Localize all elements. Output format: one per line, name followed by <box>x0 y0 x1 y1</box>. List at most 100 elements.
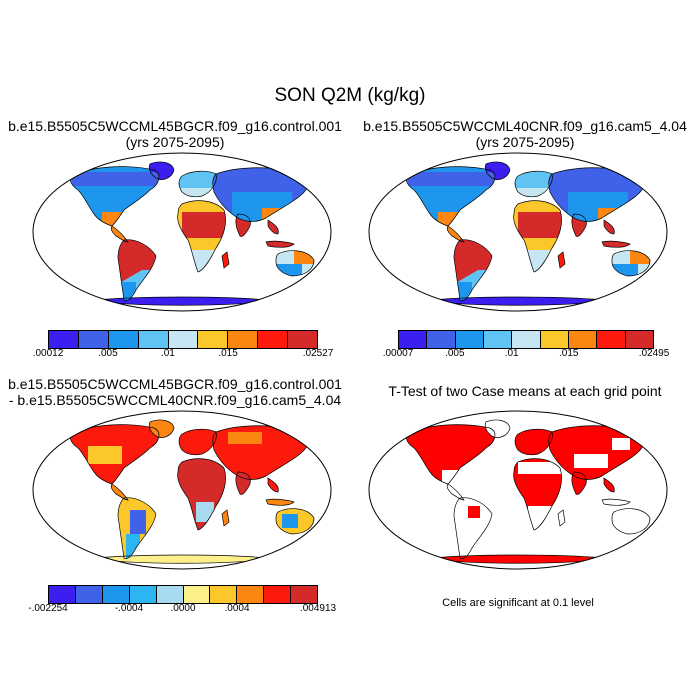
panel-ttest-title: T-Test of two Case means at each grid po… <box>388 383 662 399</box>
coastline-nz <box>655 527 663 541</box>
field-patch <box>612 438 630 450</box>
landmass-nz <box>656 528 662 540</box>
field-patch <box>518 212 562 238</box>
ttest-note: Cells are significant at 0.1 level <box>442 597 594 609</box>
field-patch <box>182 212 226 238</box>
colorbar-tick: .01 <box>504 348 519 359</box>
coastline-greenland <box>484 419 511 438</box>
coastline-madagascar <box>557 509 566 527</box>
map-case2 <box>368 152 668 312</box>
coastline-greenland <box>148 161 175 180</box>
coastline-namerica <box>70 166 160 227</box>
colorbar-tick: .01 <box>160 348 175 359</box>
field-patch <box>574 454 608 468</box>
landmass-madagascar <box>222 510 229 526</box>
field-patch <box>294 250 314 264</box>
landmass-camerica <box>447 484 464 500</box>
landmass-antarctica <box>96 297 268 306</box>
landmass-nz <box>656 270 662 282</box>
landmass-greenland <box>149 420 174 438</box>
coastline-africa <box>177 458 226 531</box>
landmass-antarctica <box>432 297 604 306</box>
coastline-europe <box>178 170 217 198</box>
field-patch <box>630 250 650 264</box>
colorbar-swatch <box>540 331 569 348</box>
figure-title: SON Q2M (kg/kg) <box>274 85 426 106</box>
landmass-australia <box>612 508 650 534</box>
landmass-camerica <box>111 226 128 242</box>
field-patch <box>282 514 298 528</box>
coastline-camerica <box>446 483 465 501</box>
landmass-nz <box>320 528 326 540</box>
colorbar-tick: .015 <box>559 348 579 359</box>
coastline-indonesia <box>265 498 295 506</box>
map-boundary <box>368 410 668 570</box>
field-patch <box>438 212 468 226</box>
colorbar-swatch <box>78 331 109 348</box>
colorbar-swatch <box>288 331 318 348</box>
colorbar-swatch <box>49 331 79 348</box>
colorbar-swatch <box>291 586 318 603</box>
colorbar-swatch <box>625 331 653 348</box>
colorbar-swatch <box>129 586 157 603</box>
colorbar-difference-ticks: -.002254 -.0004 .0000 .0004 .004913 <box>28 603 336 617</box>
landmass-europe <box>179 429 217 455</box>
panel-case2-title-line1: b.e15.B5505C5WCCML40CNR.f09_g16.cam5_4.0… <box>363 118 687 134</box>
coastline-europe <box>514 428 553 456</box>
landmass-samerica <box>454 497 492 559</box>
field-patch <box>442 470 464 484</box>
panel-diff-title: b.e15.B5505C5WCCML45BGCR.f09_g16.control… <box>5 376 345 408</box>
coastline-namerica <box>406 166 496 227</box>
colorbar-tick: .0000 <box>170 603 196 614</box>
field-patch <box>196 502 214 522</box>
landmass-namerica <box>406 424 495 484</box>
colorbar-tick: .004913 <box>299 603 337 614</box>
panel-case1-title-line2: (yrs 2075-2095) <box>125 134 225 150</box>
landmass-seasia <box>268 478 279 492</box>
coastline-australia <box>611 508 651 535</box>
colorbar-swatch <box>138 331 169 348</box>
colorbar-case2-ticks: .00007 .005 .01 .015 .02495 <box>383 348 670 362</box>
coastline-madagascar <box>557 251 566 269</box>
colorbar-swatch <box>168 331 199 348</box>
colorbar-tick: -.0004 <box>114 603 144 614</box>
field-patch <box>228 432 262 444</box>
landmass-africa <box>513 458 562 530</box>
landmass-antarctica <box>432 555 604 564</box>
colorbar-tick: .005 <box>98 348 118 359</box>
landmass-indonesia <box>266 499 294 506</box>
coastline-india <box>571 213 587 237</box>
landmass-camerica <box>447 226 464 242</box>
coastline-india <box>235 471 251 495</box>
field-patch <box>468 506 480 518</box>
landmass-africa <box>177 458 226 530</box>
coastline-nz <box>655 269 663 283</box>
landmass-india <box>235 472 251 495</box>
coastline-australia <box>275 250 315 277</box>
field-patch <box>102 212 132 226</box>
field-patch <box>524 250 558 272</box>
coastline-africa <box>177 200 226 273</box>
colorbar-swatch <box>597 331 626 348</box>
coastline-seasia <box>267 219 279 235</box>
landmass-seasia <box>268 220 279 234</box>
colorbar-swatch <box>108 331 139 348</box>
colorbar-tick: -.002254 <box>28 603 68 614</box>
colorbar-swatch <box>237 586 265 603</box>
panel-diff-title-line1: b.e15.B5505C5WCCML45BGCR.f09_g16.control… <box>8 376 342 392</box>
colorbar-tick: .02527 <box>302 348 334 359</box>
colorbar-tick: .0004 <box>224 603 250 614</box>
coastline-samerica <box>453 239 493 301</box>
coastline-camerica <box>446 225 465 243</box>
colorbar-tick: .005 <box>445 348 465 359</box>
colorbar-swatch <box>455 331 484 348</box>
colorbar-swatch <box>512 331 541 348</box>
coastline-greenland <box>484 161 511 180</box>
colorbar-swatch <box>156 586 184 603</box>
map-ttest <box>368 410 668 570</box>
field-patch <box>518 462 562 474</box>
landmass-nz <box>320 270 326 282</box>
field-patch <box>88 446 122 464</box>
coastline-samerica <box>117 239 157 301</box>
colorbar-swatch <box>183 586 211 603</box>
